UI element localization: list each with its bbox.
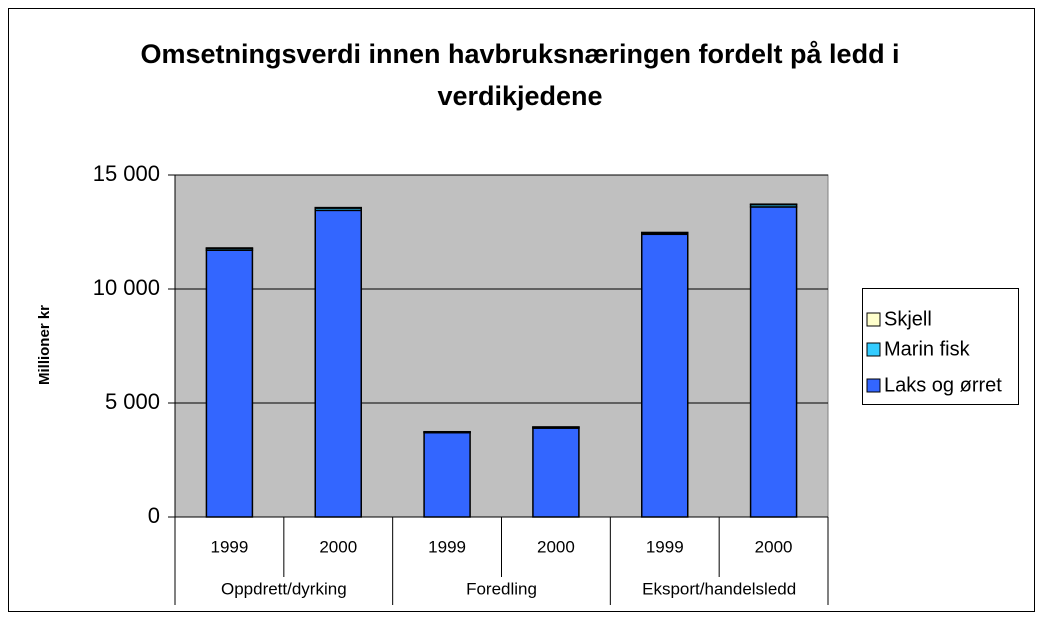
bar-segment (532, 427, 580, 518)
bar-segment (749, 206, 798, 518)
x-tick-label: 1999 (428, 537, 466, 556)
legend-label: Laks og ørret (884, 374, 1002, 396)
bar-segment (423, 431, 471, 518)
group-label: Eksport/handelsledd (642, 579, 796, 598)
plot-area (174, 174, 829, 518)
y-tick-label: 10 000 (93, 275, 160, 300)
bar-segment (314, 209, 362, 518)
x-tick-label: 2000 (319, 537, 357, 556)
y-tick-label: 5 000 (105, 389, 160, 414)
x-tick-label: 1999 (646, 537, 684, 556)
chart-title: Omsetningsverdi innen havbruksnæringen f… (140, 39, 900, 111)
y-axis-label: Millioner kr (36, 305, 53, 385)
x-tick-label: 2000 (755, 537, 793, 556)
legend-swatch (866, 378, 881, 393)
x-tick-label: 1999 (211, 537, 249, 556)
bar-segment (641, 233, 689, 518)
legend-label: Marin fisk (884, 338, 971, 360)
y-tick-label: 15 000 (93, 161, 160, 186)
legend-box (862, 288, 1019, 405)
legend-label: Skjell (884, 308, 932, 330)
legend-swatch (866, 312, 881, 327)
y-tick-label: 0 (148, 503, 160, 528)
legend-swatch (866, 342, 881, 357)
x-tick-label: 2000 (537, 537, 575, 556)
group-label: Foredling (466, 579, 537, 598)
group-label: Oppdrett/dyrking (221, 579, 347, 598)
bar-segment (205, 249, 254, 518)
